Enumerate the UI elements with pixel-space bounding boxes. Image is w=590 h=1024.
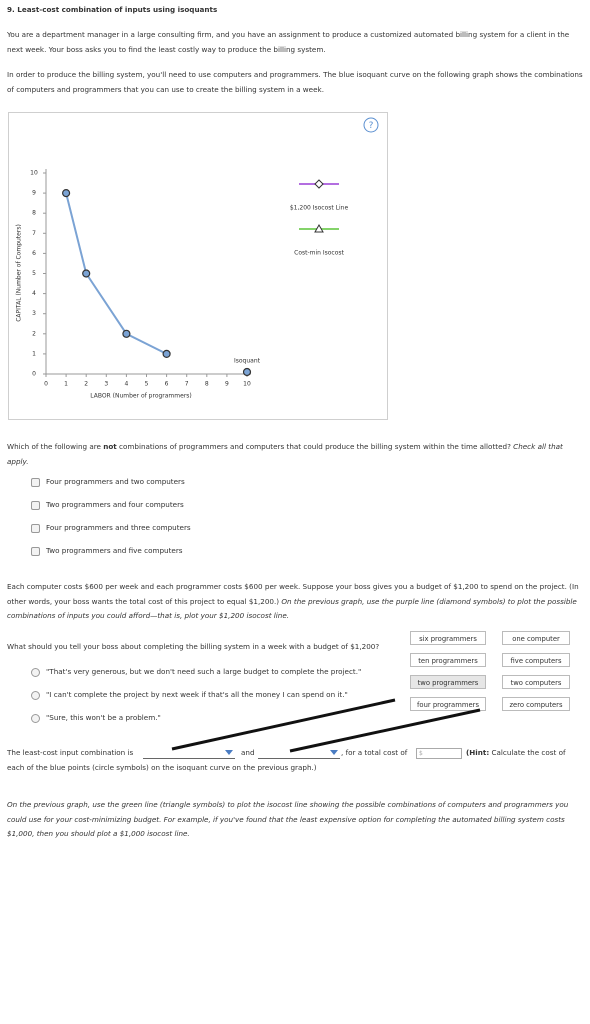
isoquant-point bbox=[162, 349, 171, 358]
question-part: Which of the following are bbox=[7, 442, 104, 451]
x-tick-label: 8 bbox=[205, 381, 209, 388]
graph-box: ? CAPITAL (Number of Computers) LABOR (N… bbox=[8, 112, 388, 420]
y-tick-label: 5 bbox=[32, 270, 36, 277]
intro-paragraph: You are a department manager in a large … bbox=[7, 30, 570, 54]
checkbox-label: Two programmers and four computers bbox=[46, 500, 184, 509]
y-tick-label: 6 bbox=[32, 250, 36, 257]
x-tick-label: 7 bbox=[185, 381, 189, 388]
cost-input[interactable]: $ bbox=[416, 748, 462, 759]
isoquant-label: Isoquant bbox=[234, 358, 261, 365]
x-tick-label: 3 bbox=[104, 381, 108, 388]
question-text: Which of the following are not combinati… bbox=[7, 440, 583, 469]
isoquant-point bbox=[82, 269, 91, 278]
graph: ? CAPITAL (Number of Computers) LABOR (N… bbox=[16, 117, 379, 400]
checkbox-label: Four programmers and two computers bbox=[46, 477, 185, 486]
question-instruction: Check all that apply. bbox=[7, 442, 563, 466]
annotation-stroke bbox=[289, 708, 481, 753]
radio-label: "I can't complete the project by next we… bbox=[46, 690, 348, 699]
budget-text: Each computer costs $600 per week and ea… bbox=[7, 582, 579, 606]
dropdown-option[interactable]: zero computers bbox=[502, 697, 570, 711]
x-tick-label: 4 bbox=[124, 381, 128, 388]
hint-line: (Hint: Calculate the cost of bbox=[466, 746, 566, 761]
x-tick-label: 10 bbox=[243, 381, 251, 388]
hint-label: (Hint: bbox=[466, 748, 490, 757]
y-tick-label: 10 bbox=[30, 170, 38, 177]
y-tick-label: 9 bbox=[32, 190, 36, 197]
y-axis-label: CAPITAL (Number of Computers) bbox=[16, 224, 23, 322]
x-tick-label: 9 bbox=[225, 381, 229, 388]
isoquant-handle[interactable] bbox=[242, 367, 252, 377]
dropdown-option[interactable]: four programmers bbox=[410, 697, 486, 711]
x-tick-label: 0 bbox=[44, 381, 48, 388]
y-tick-label: 0 bbox=[32, 371, 36, 378]
dropdown-option[interactable]: two programmers bbox=[410, 675, 486, 689]
checkbox-label: Two programmers and five computers bbox=[46, 546, 183, 555]
legend-marker[interactable] bbox=[314, 223, 324, 233]
question2-text: What should you tell your boss about com… bbox=[7, 642, 380, 651]
x-tick-label: 5 bbox=[145, 381, 149, 388]
x-tick-label: 1 bbox=[64, 381, 68, 388]
radio[interactable] bbox=[31, 714, 40, 723]
hint-continuation: each of the blue points (circle symbols)… bbox=[7, 763, 317, 772]
sentence-start: The least-cost input combination is bbox=[7, 748, 134, 757]
budget-paragraph: Each computer costs $600 per week and ea… bbox=[7, 580, 583, 624]
y-tick-label: 2 bbox=[32, 330, 36, 337]
programmer-select[interactable] bbox=[143, 748, 235, 759]
intro-paragraph: In order to produce the billing system, … bbox=[7, 70, 583, 94]
help-text: ? bbox=[369, 121, 374, 131]
sentence-and: and bbox=[241, 748, 255, 757]
dropdown-option[interactable]: two computers bbox=[502, 675, 570, 689]
sentence-cost: , for a total cost of bbox=[341, 748, 408, 757]
dropdown-option[interactable]: one computer bbox=[502, 631, 570, 645]
legend-label: Cost-min Isocost bbox=[294, 250, 344, 257]
budget-instruction: On the previous graph, use the purple li… bbox=[7, 596, 577, 621]
isoquant-line bbox=[65, 192, 168, 355]
checkbox[interactable] bbox=[31, 524, 40, 533]
radio[interactable] bbox=[31, 691, 40, 700]
radio-label: "That's very generous, but we don't need… bbox=[46, 667, 362, 676]
hint-text: Calculate the cost of bbox=[489, 748, 566, 757]
dropdown-option[interactable]: five computers bbox=[502, 653, 570, 667]
y-tick-label: 8 bbox=[32, 210, 36, 217]
checkbox[interactable] bbox=[31, 501, 40, 510]
help-icon[interactable] bbox=[363, 117, 379, 133]
question-part: combinations of programmers and computer… bbox=[116, 442, 511, 451]
x-tick-label: 6 bbox=[165, 381, 169, 388]
dropdown-option[interactable]: ten programmers bbox=[410, 653, 486, 667]
annotation-stroke bbox=[171, 698, 396, 751]
question-emphasis: not bbox=[103, 442, 117, 451]
x-axis-label: LABOR (Number of programmers) bbox=[90, 393, 192, 400]
checkbox[interactable] bbox=[31, 478, 40, 487]
final-instruction: On the previous graph, use the green lin… bbox=[7, 800, 569, 838]
checkbox[interactable] bbox=[31, 547, 40, 556]
select-arrow bbox=[225, 750, 233, 755]
legend-label: $1,200 Isocost Line bbox=[290, 205, 349, 212]
radio[interactable] bbox=[31, 668, 40, 677]
checkbox-label: Four programmers and three computers bbox=[46, 523, 191, 532]
y-tick-label: 1 bbox=[32, 350, 36, 357]
y-tick-label: 3 bbox=[32, 310, 36, 317]
y-tick-label: 7 bbox=[32, 230, 36, 237]
legend-marker[interactable] bbox=[314, 179, 324, 189]
x-tick-label: 2 bbox=[84, 381, 88, 388]
radio-label: "Sure, this won't be a problem." bbox=[46, 713, 161, 722]
computer-select[interactable] bbox=[258, 748, 340, 759]
select-arrow bbox=[330, 750, 338, 755]
y-tick-label: 4 bbox=[32, 290, 36, 297]
isoquant-point bbox=[122, 329, 131, 338]
page-title: 9. Least-cost combination of inputs usin… bbox=[7, 5, 218, 14]
dropdown-option[interactable]: six programmers bbox=[410, 631, 486, 645]
isoquant-point bbox=[61, 188, 71, 198]
